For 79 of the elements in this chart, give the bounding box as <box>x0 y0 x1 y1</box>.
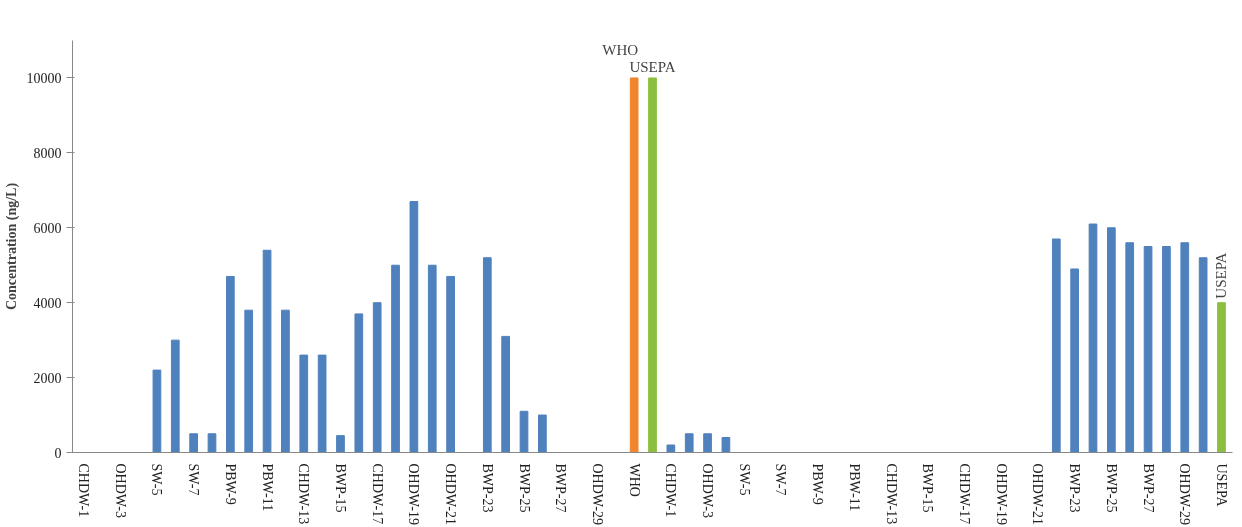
bar <box>1198 257 1208 453</box>
bar <box>354 313 364 453</box>
x-tick-label: OHDW-19 <box>406 463 422 525</box>
x-tick-label: OHDW-29 <box>1177 463 1193 525</box>
bar <box>1070 268 1080 453</box>
x-tick-label: CHDW-1 <box>76 463 92 518</box>
x-tick-label: BWP-23 <box>1067 463 1083 513</box>
y-tick-label: 2000 <box>33 370 62 386</box>
x-tick-label: SW-7 <box>773 463 789 496</box>
bar <box>1051 238 1061 453</box>
bar <box>1143 246 1153 453</box>
bar <box>336 435 345 453</box>
bar <box>519 410 529 453</box>
x-tick-label: BWP-15 <box>920 463 936 513</box>
bar <box>152 369 162 453</box>
bar <box>446 275 455 453</box>
x-tick-label: OHDW-21 <box>443 463 459 525</box>
bar <box>1107 227 1116 453</box>
bar <box>1180 242 1190 453</box>
x-tick-label: BWP-15 <box>332 463 348 513</box>
x-tick-label: OHDW-3 <box>112 463 128 518</box>
bar <box>225 275 235 453</box>
bar <box>501 335 511 453</box>
bar <box>703 433 712 453</box>
x-tick-label: BWP-27 <box>553 463 569 513</box>
x-tick-label: PBW-9 <box>810 463 826 505</box>
bar <box>1162 246 1171 453</box>
x-tick-label: OHDW-19 <box>993 463 1009 525</box>
y-tick-label: 10000 <box>26 70 62 86</box>
bar <box>189 433 198 453</box>
x-tick-label: CHDW-17 <box>369 463 385 525</box>
x-tick-label: USEPA <box>1213 463 1229 508</box>
x-tick-label: OHDW-3 <box>700 463 716 518</box>
bar <box>244 309 254 453</box>
bar <box>648 77 657 453</box>
bar <box>684 433 694 453</box>
x-tick-label: BWP-25 <box>516 463 532 513</box>
x-tick-label: CHDW-1 <box>663 463 679 518</box>
x-tick-label: CHDW-17 <box>957 463 973 525</box>
bar <box>721 437 731 453</box>
data-label: USEPA <box>629 58 676 75</box>
x-tick-label: PBW-11 <box>259 463 275 512</box>
x-tick-label: WHO <box>626 463 642 497</box>
x-tick-label: OHDW-21 <box>1030 463 1046 525</box>
bar <box>482 257 492 453</box>
data-label: USEPA <box>1213 252 1230 299</box>
x-tick-label: PBW-9 <box>222 463 238 505</box>
bar <box>538 414 547 453</box>
x-tick-label: OHDW-29 <box>589 463 605 525</box>
bar <box>629 77 639 453</box>
bar <box>207 433 217 453</box>
x-tick-label: BWP-25 <box>1103 463 1119 513</box>
bar <box>427 264 437 453</box>
bar <box>262 249 272 453</box>
bar <box>666 444 676 453</box>
y-tick-label: 8000 <box>33 145 62 161</box>
bar <box>281 309 290 453</box>
x-tick-label: CHDW-13 <box>296 463 312 525</box>
bar <box>409 201 419 453</box>
bar <box>299 354 309 453</box>
x-tick-label: BWP-23 <box>479 463 495 513</box>
bar <box>170 339 180 453</box>
x-tick-label: CHDW-13 <box>883 463 899 525</box>
data-label: WHO <box>602 41 639 58</box>
y-tick-label: 6000 <box>33 220 62 236</box>
bar <box>391 264 400 453</box>
y-axis-title: Concentration (ng/L) <box>3 182 20 311</box>
x-tick-label: SW-7 <box>186 463 202 496</box>
x-tick-label: PBW-11 <box>846 463 862 512</box>
y-tick-label: 4000 <box>33 295 62 311</box>
bar <box>372 302 382 453</box>
x-tick-label: SW-5 <box>736 463 752 496</box>
bar <box>1217 302 1226 453</box>
x-tick-label: BWP-27 <box>1140 463 1156 513</box>
bar <box>1125 242 1135 453</box>
y-tick-label: 0 <box>54 445 62 461</box>
bar <box>1088 223 1098 453</box>
x-tick-label: SW-5 <box>149 463 165 496</box>
bar <box>317 354 327 453</box>
